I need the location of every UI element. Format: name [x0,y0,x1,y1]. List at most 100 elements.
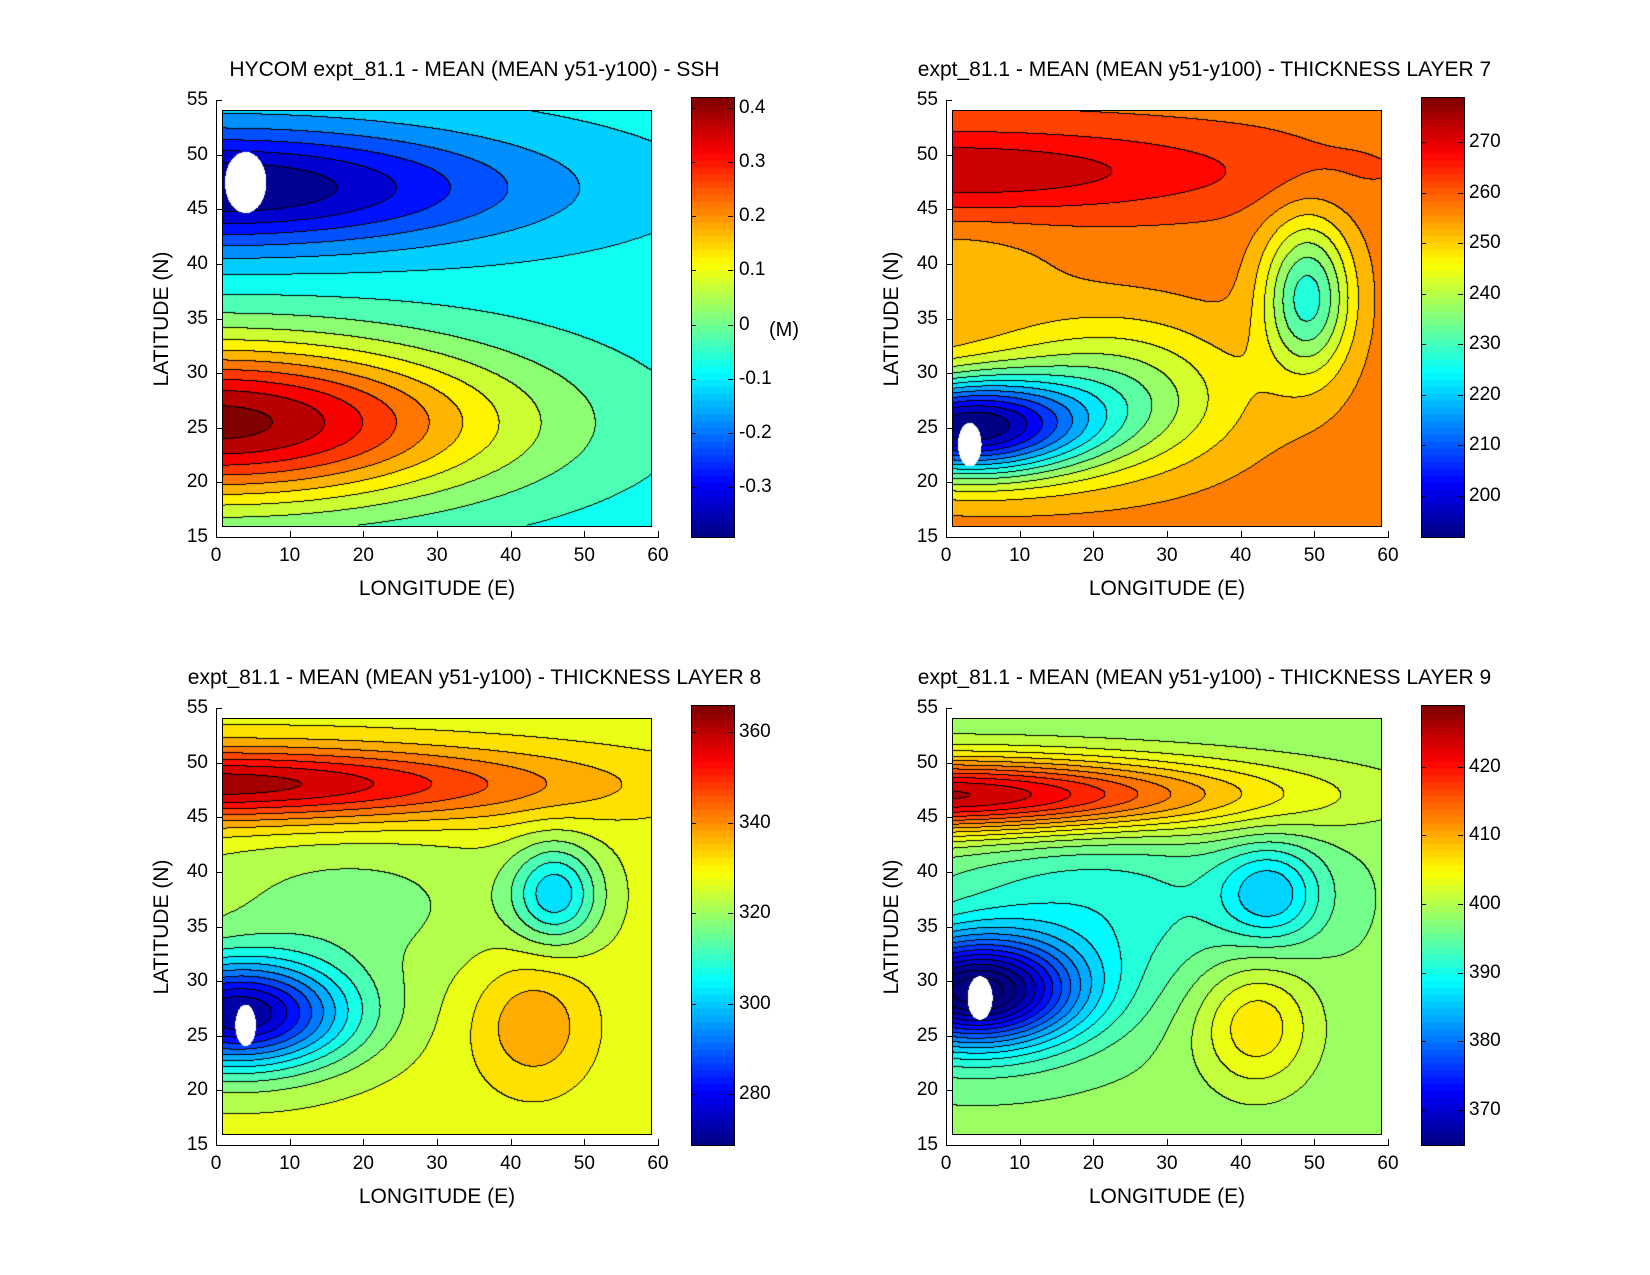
y-tick-mark [946,871,952,873]
x-tick-label: 60 [647,1153,669,1174]
colorbar-tick-label: -0.1 [739,367,772,389]
colorbar-tick-mark [691,216,696,218]
colorbar-tick-mark [1421,972,1426,974]
x-tick-mark [584,1139,586,1145]
y-tick-label: 50 [186,751,208,773]
y-tick-label: 50 [916,751,938,773]
colorbar-tick-mark [728,433,733,435]
y-tick-mark [946,154,952,156]
colorbar-tick-mark [1458,394,1463,396]
y-tick-mark [216,926,222,928]
y-tick-label: 20 [916,471,938,493]
y-axis-line [216,708,217,1145]
y-tick-label: 15 [916,1134,938,1155]
y-tick-label: 30 [186,362,208,384]
colorbar-tick-mark [1458,243,1463,245]
y-tick-mark [946,762,952,764]
x-axis-label: LONGITUDE (E) [1088,577,1246,600]
colorbar-tick-mark [728,270,733,272]
x-tick-mark [1240,531,1242,537]
y-tick-label: 25 [186,1024,208,1046]
x-tick-mark [363,1139,365,1145]
y-tick-mark [216,482,222,484]
y-tick-label: 50 [916,143,938,165]
y-tick-mark [946,1145,952,1146]
y-tick-label: 25 [186,416,208,438]
colorbar-tick-mark [728,732,733,734]
colorbar-tick-mark [1421,142,1426,144]
x-axis-label: LONGITUDE (E) [1088,1185,1246,1208]
y-tick-mark [216,209,222,211]
y-tick-mark [946,926,952,928]
colorbar-tick-label: 380 [1469,1030,1501,1052]
colorbar-tick-label: 370 [1469,1098,1501,1120]
colorbar-tick-mark [728,1003,733,1005]
y-tick-label: 30 [186,970,208,992]
y-tick-mark [946,373,952,375]
x-tick-label: 0 [940,1153,952,1174]
y-tick-mark [216,1145,222,1146]
y-tick-label: 45 [916,198,938,220]
colorbar-tick-mark [728,324,733,326]
colorbar-tick-mark [691,378,696,380]
y-tick-mark [946,537,952,538]
colorbar [691,97,735,538]
y-tick-mark [216,263,222,265]
x-tick-label: 60 [1377,1153,1399,1174]
colorbar-tick-mark [691,433,696,435]
colorbar-tick-mark [1458,903,1463,905]
colorbar-tick-label: 0.1 [739,259,766,281]
colorbar-tick-mark [728,162,733,164]
x-tick-mark [1167,1139,1168,1145]
y-axis-label: LATITUDE (N) [150,859,173,994]
colorbar-tick-mark [1458,293,1463,295]
y-axis-line [946,708,947,1145]
colorbar-tick-label: 200 [1469,484,1501,506]
y-tick-label: 15 [186,526,208,547]
colorbar-tick-mark [1421,394,1426,396]
x-tick-label: 40 [500,545,522,566]
y-tick-mark [216,1035,222,1037]
y-tick-label: 40 [916,252,938,274]
contour-field [952,718,1382,1135]
x-tick-mark [1388,531,1389,537]
x-tick-label: 30 [426,545,448,566]
y-tick-mark [216,817,222,819]
y-axis-label: LATITUDE (N) [880,251,903,386]
colorbar-tick-mark [691,822,696,824]
chart-title: expt_81.1 - MEAN (MEAN y51-y100) - THICK… [917,666,1492,689]
colorbar-tick-mark [1421,293,1426,295]
x-tick-mark [584,531,586,537]
x-tick-mark [1314,1139,1316,1145]
y-tick-mark [946,1090,952,1092]
x-tick-mark [216,531,217,537]
y-tick-mark [946,427,952,429]
colorbar-tick-mark [728,487,733,489]
chart-title: expt_81.1 - MEAN (MEAN y51-y100) - THICK… [917,58,1492,81]
colorbar-tick-label: 250 [1469,232,1501,254]
x-axis-line [946,537,1389,538]
y-tick-label: 40 [186,860,208,882]
colorbar-tick-label: 400 [1469,892,1501,914]
colorbar-tick-label: 0 [739,313,750,335]
y-axis-line [946,100,947,537]
y-tick-mark [216,762,222,764]
x-tick-mark [363,531,365,537]
y-tick-mark [946,318,952,320]
colorbar-tick-label: -0.2 [739,422,772,444]
y-tick-label: 55 [916,697,938,718]
colorbar-tick-mark [1458,1109,1463,1111]
x-axis-line [216,1145,659,1146]
y-tick-label: 50 [186,143,208,165]
colorbar-tick-mark [691,270,696,272]
x-tick-mark [510,1139,512,1145]
x-tick-label: 10 [279,545,301,566]
colorbar-tick-label: 0.4 [739,96,766,118]
y-tick-mark [216,871,222,873]
x-tick-mark [1019,531,1021,537]
y-tick-mark [946,981,952,983]
colorbar-tick-label: 270 [1469,131,1501,153]
